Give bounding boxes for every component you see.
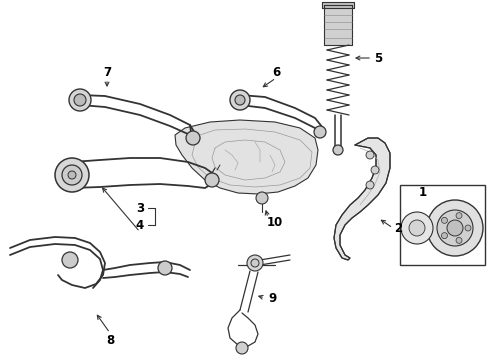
Polygon shape — [324, 5, 352, 45]
Circle shape — [447, 220, 463, 236]
Polygon shape — [334, 138, 390, 260]
Text: 4: 4 — [136, 219, 144, 231]
Circle shape — [247, 255, 263, 271]
Text: 9: 9 — [268, 292, 276, 305]
Circle shape — [401, 212, 433, 244]
Circle shape — [62, 252, 78, 268]
Circle shape — [441, 233, 447, 239]
Text: 6: 6 — [272, 66, 280, 78]
Circle shape — [456, 213, 462, 219]
Circle shape — [437, 210, 473, 246]
Text: 5: 5 — [374, 51, 382, 64]
Text: 7: 7 — [103, 66, 111, 78]
Circle shape — [256, 192, 268, 204]
Text: 1: 1 — [419, 185, 427, 198]
Polygon shape — [322, 2, 354, 8]
Circle shape — [230, 90, 250, 110]
Circle shape — [333, 145, 343, 155]
Polygon shape — [175, 120, 318, 194]
Circle shape — [366, 151, 374, 159]
Circle shape — [68, 171, 76, 179]
Circle shape — [74, 94, 86, 106]
Text: 2: 2 — [394, 221, 402, 234]
Circle shape — [205, 173, 219, 187]
Circle shape — [235, 95, 245, 105]
Circle shape — [427, 200, 483, 256]
Text: 10: 10 — [267, 216, 283, 229]
Circle shape — [314, 126, 326, 138]
Circle shape — [371, 166, 379, 174]
Circle shape — [236, 342, 248, 354]
Text: 8: 8 — [106, 333, 114, 346]
Bar — [400, 185, 485, 265]
Circle shape — [186, 131, 200, 145]
Text: 3: 3 — [136, 202, 144, 215]
Circle shape — [62, 165, 82, 185]
Circle shape — [465, 225, 471, 231]
Circle shape — [409, 220, 425, 236]
Circle shape — [251, 259, 259, 267]
Circle shape — [69, 89, 91, 111]
Circle shape — [55, 158, 89, 192]
Circle shape — [456, 237, 462, 243]
Circle shape — [366, 181, 374, 189]
Circle shape — [158, 261, 172, 275]
Circle shape — [441, 217, 447, 223]
